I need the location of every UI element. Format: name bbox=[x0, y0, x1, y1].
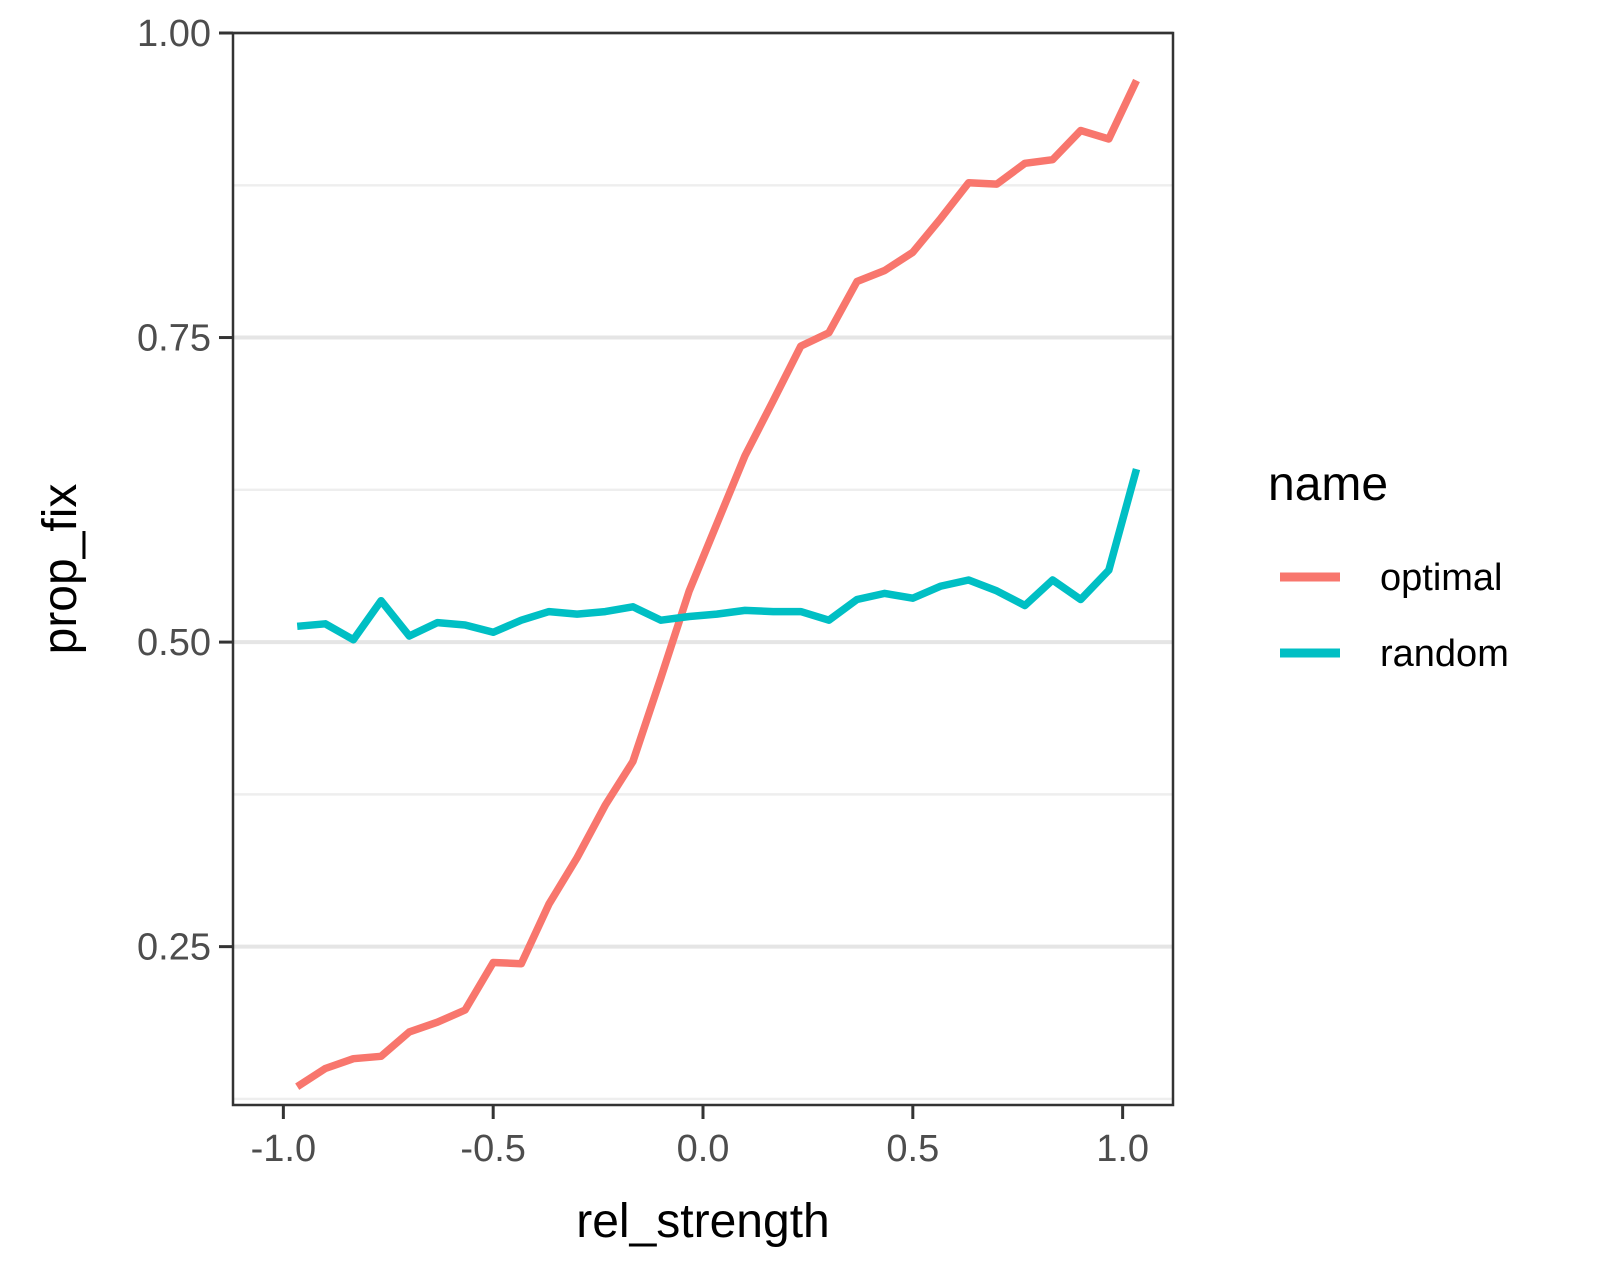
y-tick-label: 0.25 bbox=[137, 927, 211, 969]
panel-border bbox=[233, 33, 1173, 1105]
series-line-random bbox=[297, 469, 1136, 640]
x-tick-label: -1.0 bbox=[251, 1128, 316, 1170]
y-axis-title: prop_fix bbox=[34, 484, 87, 655]
series-layer bbox=[297, 81, 1136, 1087]
x-tick-label: 0.5 bbox=[886, 1128, 939, 1170]
x-axis-title: rel_strength bbox=[576, 1195, 829, 1248]
legend-title: name bbox=[1268, 458, 1388, 511]
x-tick-label: 1.0 bbox=[1096, 1128, 1149, 1170]
y-tick-label: 1.00 bbox=[137, 13, 211, 55]
y-tick-label: 0.50 bbox=[137, 622, 211, 664]
x-tick-label: 0.0 bbox=[677, 1128, 730, 1170]
legend-label-random: random bbox=[1380, 633, 1509, 675]
legend-label-optimal: optimal bbox=[1380, 557, 1503, 599]
legend-entries: optimal random bbox=[1280, 557, 1509, 675]
series-line-optimal bbox=[297, 81, 1136, 1087]
x-tick-label: -0.5 bbox=[460, 1128, 525, 1170]
legend: name optimal random bbox=[1268, 458, 1509, 675]
y-tick-label: 0.75 bbox=[137, 318, 211, 360]
